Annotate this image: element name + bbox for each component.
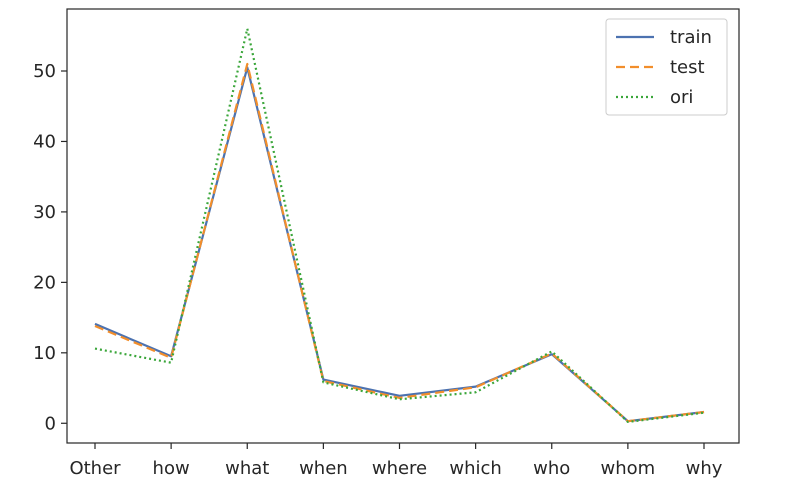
- y-axis: 0 10 20 30 40 50: [33, 61, 67, 434]
- x-tick-label: what: [225, 458, 269, 479]
- legend: train test ori: [605, 18, 728, 116]
- legend-label-test: test: [670, 57, 705, 78]
- series-line-ori: [94, 27, 705, 423]
- x-tick-label: which: [449, 458, 501, 479]
- x-tick-label: when: [299, 458, 348, 479]
- x-tick-label: why: [686, 458, 723, 479]
- legend-label-ori: ori: [670, 87, 693, 108]
- legend-box: [605, 18, 728, 116]
- y-tick-label: 10: [33, 343, 56, 364]
- x-axis: Other how what when where which who whom why: [69, 443, 723, 479]
- x-tick-label: whom: [601, 458, 656, 479]
- x-tick-label: who: [533, 458, 570, 479]
- x-tick-label: where: [372, 458, 427, 479]
- y-tick-label: 40: [33, 131, 56, 152]
- y-tick-label: 20: [33, 272, 56, 293]
- y-tick-label: 50: [33, 61, 56, 82]
- legend-label-train: train: [670, 27, 712, 48]
- x-tick-label: Other: [69, 458, 121, 479]
- x-tick-label: how: [153, 458, 190, 479]
- series-lines: [94, 27, 705, 423]
- y-tick-label: 0: [45, 413, 56, 434]
- y-tick-label: 30: [33, 202, 56, 223]
